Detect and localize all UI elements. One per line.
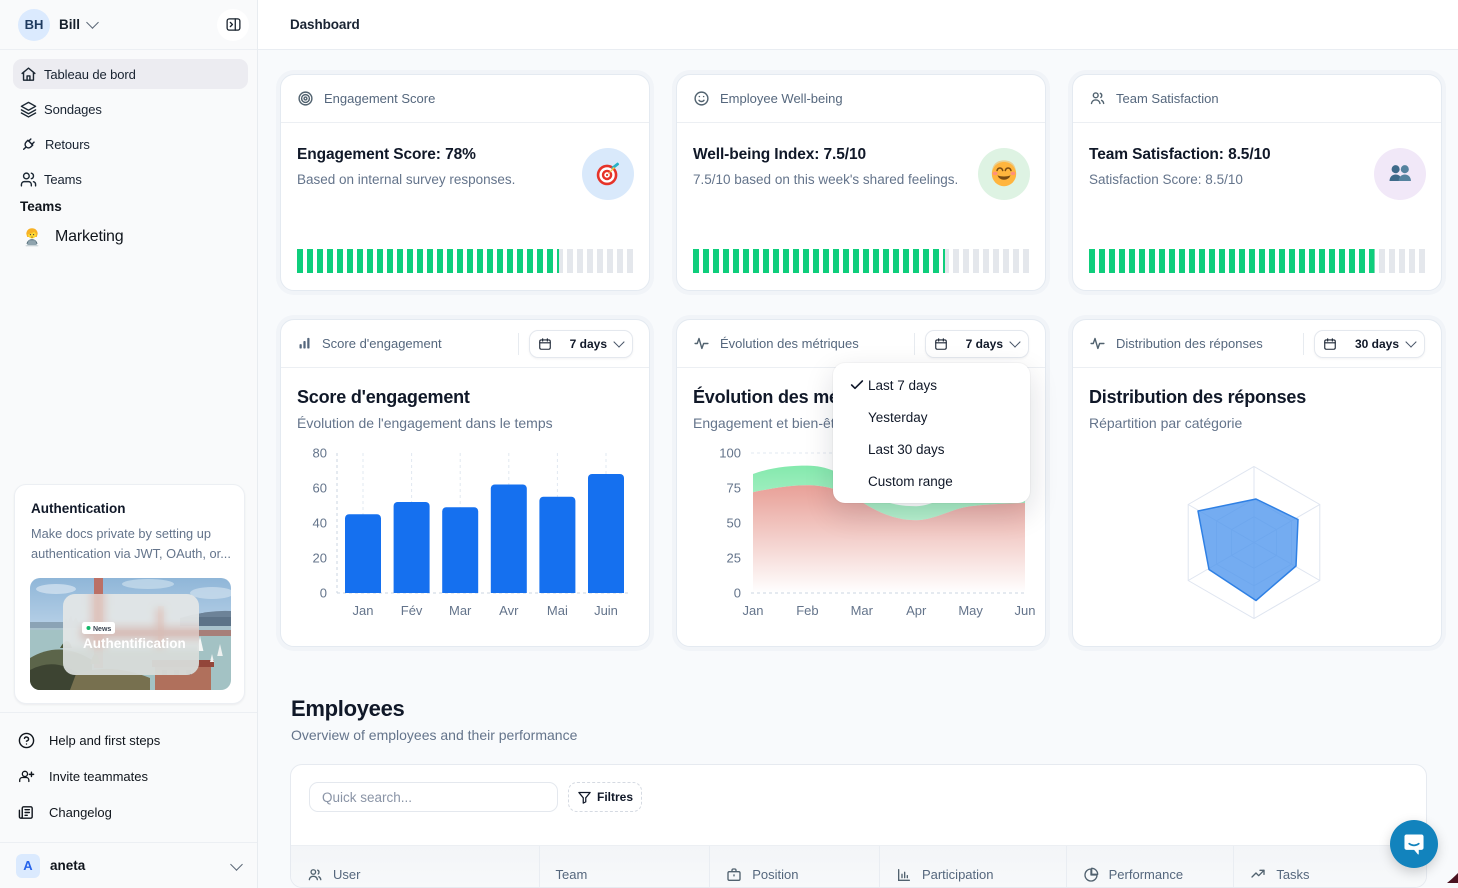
svg-text:20: 20	[313, 551, 327, 566]
svg-text:25: 25	[727, 551, 741, 566]
svg-text:News: News	[93, 626, 111, 633]
svg-text:0: 0	[734, 586, 741, 601]
svg-text:100: 100	[719, 446, 741, 461]
svg-text:50: 50	[727, 516, 741, 531]
svg-text:80: 80	[313, 446, 327, 461]
svg-text:75: 75	[727, 481, 741, 496]
svg-text:Jan: Jan	[743, 603, 764, 618]
svg-text:40: 40	[313, 516, 327, 531]
svg-text:60: 60	[313, 481, 327, 496]
svg-text:Fév: Fév	[401, 603, 423, 618]
svg-text:Avr: Avr	[499, 603, 519, 618]
svg-text:Mar: Mar	[851, 603, 874, 618]
svg-text:Jan: Jan	[353, 603, 374, 618]
svg-text:Apr: Apr	[906, 603, 927, 618]
svg-text:0: 0	[320, 586, 327, 601]
svg-text:Mar: Mar	[449, 603, 472, 618]
svg-text:May: May	[958, 603, 983, 618]
svg-text:Juin: Juin	[594, 603, 618, 618]
svg-text:Mai: Mai	[547, 603, 568, 618]
svg-text:Jun: Jun	[1015, 603, 1036, 618]
svg-text:Authentification: Authentification	[83, 636, 186, 651]
svg-text:Feb: Feb	[796, 603, 818, 618]
